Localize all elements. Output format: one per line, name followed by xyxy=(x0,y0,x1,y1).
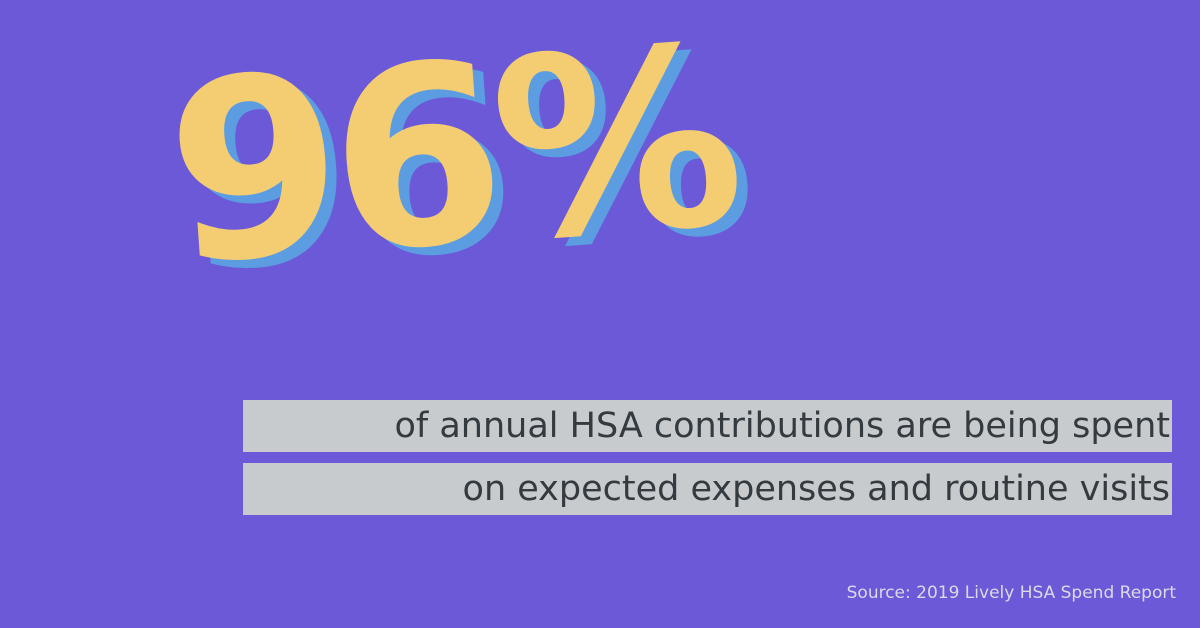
headline-stat: 96% 96% xyxy=(159,0,818,352)
headline-stat-value: 96% xyxy=(159,0,742,320)
caption-line-1: of annual HSA contributions are being sp… xyxy=(243,400,1172,452)
caption-line-2: on expected expenses and routine visits xyxy=(243,463,1172,515)
source-citation: Source: 2019 Lively HSA Spend Report xyxy=(846,583,1176,603)
